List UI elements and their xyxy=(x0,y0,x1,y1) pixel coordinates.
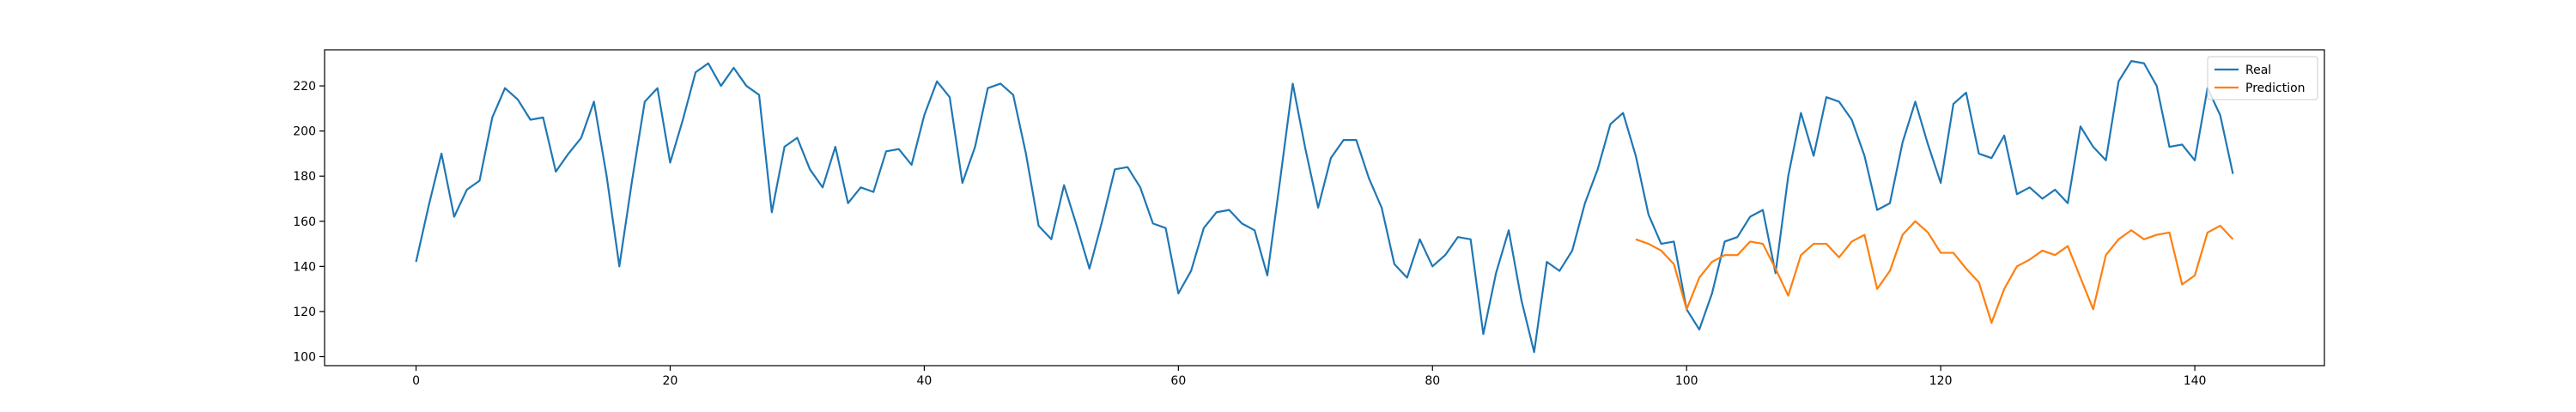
x-tick-label: 0 xyxy=(412,374,420,388)
legend-label-prediction: Prediction xyxy=(2245,82,2306,95)
x-tick-label: 20 xyxy=(663,374,678,388)
x-tick-label: 40 xyxy=(916,374,932,388)
y-tick-label: 220 xyxy=(293,80,316,94)
x-tick-label: 140 xyxy=(2184,374,2207,388)
axes-frame xyxy=(324,49,2325,367)
axes: 0 20 40 60 80 100 120 140 100 120 140 160 180 200 220 xyxy=(293,49,2325,388)
y-tick-label: 100 xyxy=(293,350,316,364)
x-tick-label: 80 xyxy=(1425,374,1440,388)
plot-area xyxy=(415,60,2234,354)
legend-box xyxy=(2207,56,2318,100)
y-tick-label: 180 xyxy=(293,170,316,184)
legend: Real Prediction xyxy=(2207,56,2318,100)
y-tick-label: 120 xyxy=(293,306,316,319)
y-tick-label: 160 xyxy=(293,215,316,229)
y-tick-label: 140 xyxy=(293,260,316,274)
series-line-real xyxy=(415,60,2234,354)
x-tick-label: 120 xyxy=(1929,374,1953,388)
series-line-prediction xyxy=(1635,220,2234,324)
y-tick-label: 200 xyxy=(293,125,316,139)
legend-label-real: Real xyxy=(2245,64,2271,77)
x-tick-label: 100 xyxy=(1675,374,1698,388)
x-tick-label: 60 xyxy=(1170,374,1186,388)
